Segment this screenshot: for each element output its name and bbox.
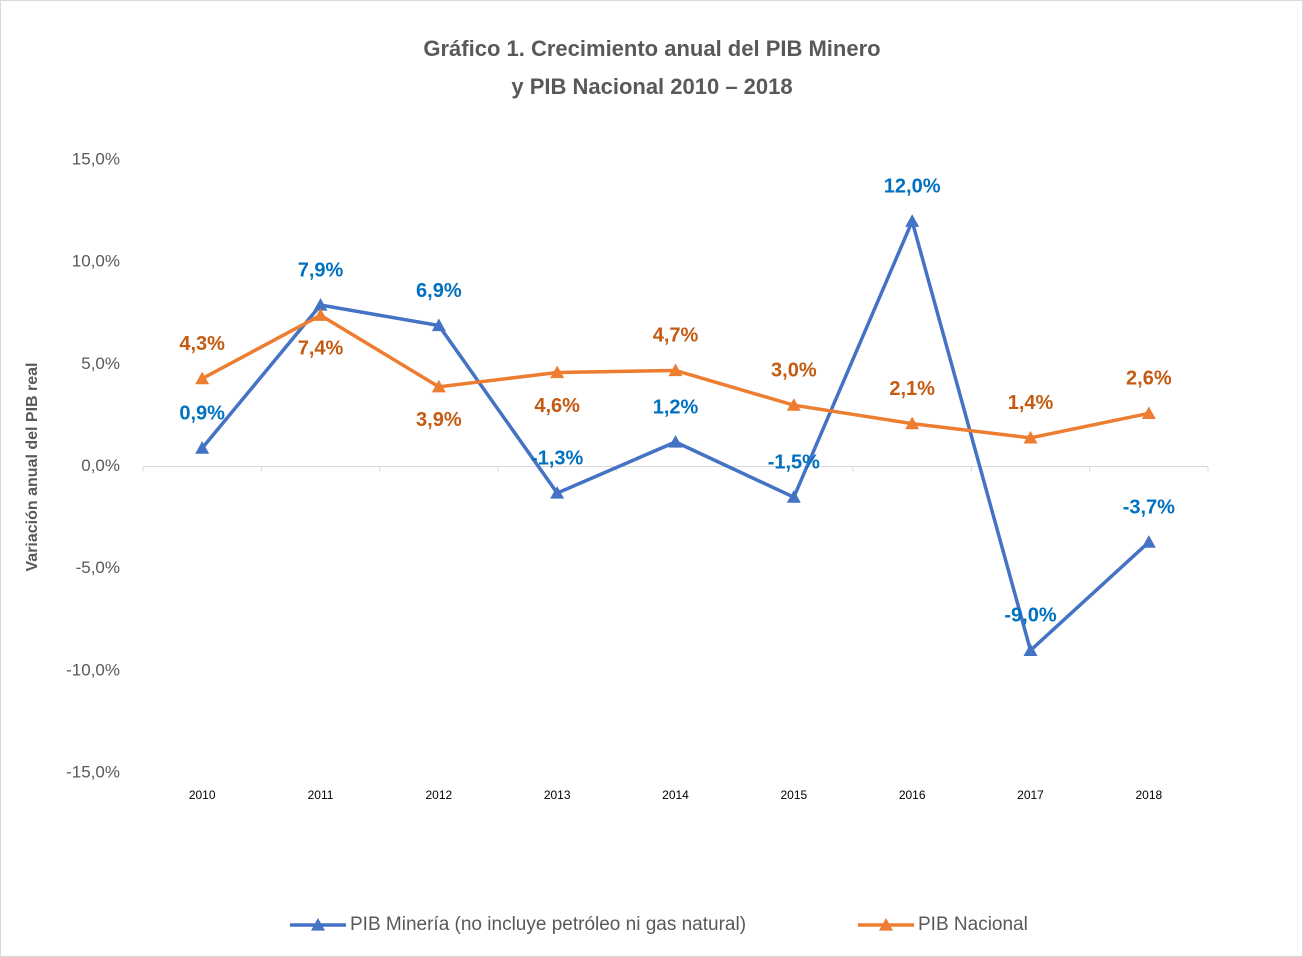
x-tick-label: 2012	[425, 788, 452, 802]
x-tick-label: 2011	[308, 788, 334, 802]
data-label: -3,7%	[1123, 496, 1175, 518]
legend-marker	[879, 918, 893, 931]
x-tick-label: 2016	[899, 788, 926, 802]
data-label: -9,0%	[1004, 605, 1056, 627]
data-point	[1141, 406, 1156, 419]
y-tick-label: 10,0%	[72, 252, 120, 271]
data-label: 4,7%	[653, 325, 699, 347]
data-label: 0,9%	[179, 402, 225, 424]
data-label: 1,2%	[653, 396, 699, 418]
legend-label: PIB Minería (no incluye petróleo ni gas …	[350, 914, 746, 935]
data-label: 7,9%	[298, 259, 344, 281]
chart-title: Gráfico 1. Crecimiento anual del PIB Min…	[423, 36, 880, 61]
data-point	[313, 308, 328, 321]
data-point	[431, 318, 446, 332]
x-tick-label: 2018	[1135, 788, 1162, 802]
x-tick-label: 2014	[662, 788, 689, 802]
y-tick-label: 0,0%	[81, 456, 120, 475]
y-tick-label: 15,0%	[72, 149, 120, 168]
data-point	[668, 363, 683, 377]
legend-marker	[311, 918, 325, 931]
y-tick-label: 5,0%	[81, 354, 120, 373]
data-label: -1,5%	[768, 451, 820, 473]
data-label: 12,0%	[884, 176, 941, 198]
data-point	[1141, 535, 1156, 548]
data-point	[550, 486, 565, 499]
data-label: 7,4%	[298, 338, 344, 360]
x-tick-label: 2015	[780, 788, 807, 802]
y-tick-label: -10,0%	[66, 660, 120, 679]
data-label: 1,4%	[1008, 392, 1054, 414]
data-label: 4,3%	[179, 333, 225, 355]
data-label: -1,3%	[531, 447, 583, 469]
data-label: 2,1%	[889, 378, 935, 400]
y-tick-label: -15,0%	[66, 762, 120, 781]
y-tick-label: -5,0%	[76, 558, 120, 577]
data-point	[1023, 643, 1038, 656]
data-label: 6,9%	[416, 280, 462, 302]
legend-label: PIB Nacional	[918, 914, 1028, 935]
data-point	[195, 371, 210, 385]
x-tick-label: 2013	[544, 788, 571, 802]
data-point	[786, 490, 801, 503]
chart-title: y PIB Nacional 2010 – 2018	[511, 74, 792, 99]
data-point	[786, 398, 801, 411]
data-point	[905, 416, 920, 430]
data-point	[905, 214, 920, 227]
data-point	[431, 379, 446, 393]
data-point	[550, 365, 565, 379]
x-tick-label: 2017	[1017, 788, 1044, 802]
data-point	[313, 298, 328, 311]
data-label: 3,9%	[416, 409, 462, 431]
x-tick-label: 2010	[189, 788, 216, 802]
data-label: 4,6%	[534, 395, 580, 417]
data-label: 2,6%	[1126, 368, 1172, 390]
data-point	[195, 441, 210, 454]
y-axis-label: Variación anual del PIB real	[24, 363, 41, 572]
data-label: 3,0%	[771, 359, 817, 381]
data-point	[1023, 430, 1038, 444]
data-point	[668, 434, 683, 448]
